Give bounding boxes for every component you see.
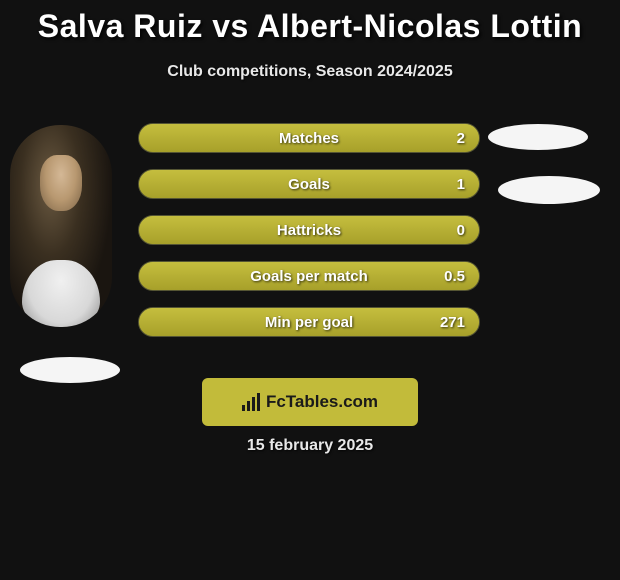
placeholder-ellipse-right-1 [488,124,588,150]
player-avatar-left [10,125,112,327]
stat-bar-label: Matches [279,130,339,147]
snapshot-date: 15 february 2025 [0,437,620,455]
stat-bar-label: Goals per match [250,268,368,285]
stat-bar-label: Min per goal [265,314,353,331]
page-title: Salva Ruiz vs Albert-Nicolas Lottin [0,0,620,45]
stat-bar-value: 1 [457,176,465,193]
placeholder-ellipse-bottom-left [20,357,120,383]
stat-bar: Min per goal 271 [138,307,480,337]
stat-bar-label: Goals [288,176,330,193]
stat-bar-value: 271 [440,314,465,331]
fctables-logo-box: FcTables.com [202,378,418,426]
stat-bar: Goals per match 0.5 [138,261,480,291]
stat-bar: Matches 2 [138,123,480,153]
page-subtitle: Club competitions, Season 2024/2025 [0,63,620,81]
stat-bar-value: 0.5 [444,268,465,285]
placeholder-ellipse-right-2 [498,176,600,204]
stat-bar: Hattricks 0 [138,215,480,245]
fctables-logo-text: FcTables.com [266,392,378,412]
bar-chart-icon [242,393,260,411]
stat-bars: Matches 2 Goals 1 Hattricks 0 Goals per match 0… [138,123,480,353]
stat-bar-value: 2 [457,130,465,147]
stat-bar-value: 0 [457,222,465,239]
stat-bar-label: Hattricks [277,222,341,239]
stat-bar: Goals 1 [138,169,480,199]
